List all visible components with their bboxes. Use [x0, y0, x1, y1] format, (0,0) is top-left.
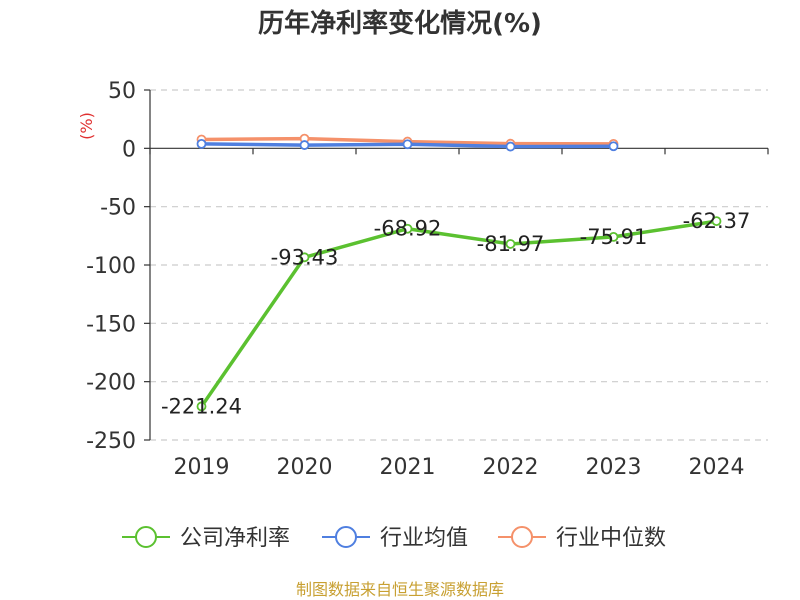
data-point — [505, 239, 516, 249]
legend-marker — [135, 526, 157, 548]
source-note: 制图数据来自恒生聚源数据库 — [296, 580, 504, 599]
y-tick-label: -150 — [86, 312, 136, 337]
data-label: -68.92 — [374, 217, 442, 241]
legend-label: 行业均值 — [380, 526, 468, 551]
y-tick-labels: 50 0 -50 -100 -150 -200 -250 — [86, 79, 136, 454]
legend[interactable]: 公司净利率 行业均值 行业中位数 — [122, 526, 666, 551]
legend-marker — [511, 526, 533, 548]
data-point — [608, 141, 619, 152]
legend-item[interactable]: 行业均值 — [322, 526, 468, 551]
series-group — [196, 133, 722, 412]
x-tick-labels: 2019 2020 2021 2022 2023 2024 — [174, 455, 745, 480]
legend-marker — [335, 526, 357, 548]
legend-item[interactable]: 公司净利率 — [122, 526, 290, 551]
axes — [144, 89, 769, 441]
data-labels: -221.24 -93.43 -68.92 -81.97 -75.91 -62.37 — [161, 209, 750, 418]
data-point — [402, 139, 413, 150]
chart-title: 历年净利率变化情况(%) — [258, 8, 542, 39]
y-tick-label: -100 — [86, 254, 136, 279]
data-label: -62.37 — [683, 209, 751, 233]
data-point — [299, 140, 310, 150]
data-point — [402, 223, 413, 234]
x-tick-label: 2023 — [586, 455, 642, 480]
data-point — [608, 231, 619, 242]
data-point — [711, 216, 722, 226]
grid-lines — [150, 89, 768, 441]
data-label: -75.91 — [580, 225, 648, 249]
x-tick-label: 2020 — [277, 455, 333, 480]
legend-item[interactable]: 行业中位数 — [498, 526, 666, 551]
y-unit-label: (%) — [77, 112, 96, 140]
data-label: -93.43 — [271, 245, 339, 269]
x-tick-label: 2021 — [380, 455, 436, 480]
y-tick-label: -200 — [86, 371, 136, 396]
data-label: -221.24 — [161, 394, 242, 418]
legend-label: 公司净利率 — [180, 526, 290, 551]
y-tick-label: -250 — [86, 429, 136, 454]
series-line-0 — [200, 219, 717, 408]
legend-label: 行业中位数 — [556, 526, 666, 551]
y-tick-label: 0 — [122, 137, 136, 162]
data-point — [505, 141, 516, 152]
y-tick-label: -50 — [100, 196, 136, 221]
data-label: -81.97 — [477, 232, 545, 256]
x-tick-label: 2024 — [689, 455, 745, 480]
data-point — [299, 252, 310, 263]
y-tick-label: 50 — [108, 79, 136, 104]
x-tick-label: 2022 — [483, 455, 539, 480]
data-point — [196, 138, 207, 149]
x-tick-label: 2019 — [174, 455, 230, 480]
data-point — [196, 401, 207, 412]
